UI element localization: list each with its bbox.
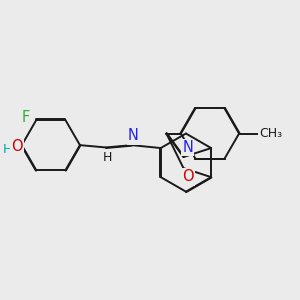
Text: O: O [11, 140, 22, 154]
Text: O: O [182, 169, 194, 184]
Text: N: N [182, 140, 193, 155]
Text: N: N [128, 128, 139, 143]
Text: H: H [103, 151, 112, 164]
Text: CH₃: CH₃ [260, 127, 283, 140]
Text: F: F [21, 110, 29, 125]
Text: H: H [3, 143, 13, 156]
